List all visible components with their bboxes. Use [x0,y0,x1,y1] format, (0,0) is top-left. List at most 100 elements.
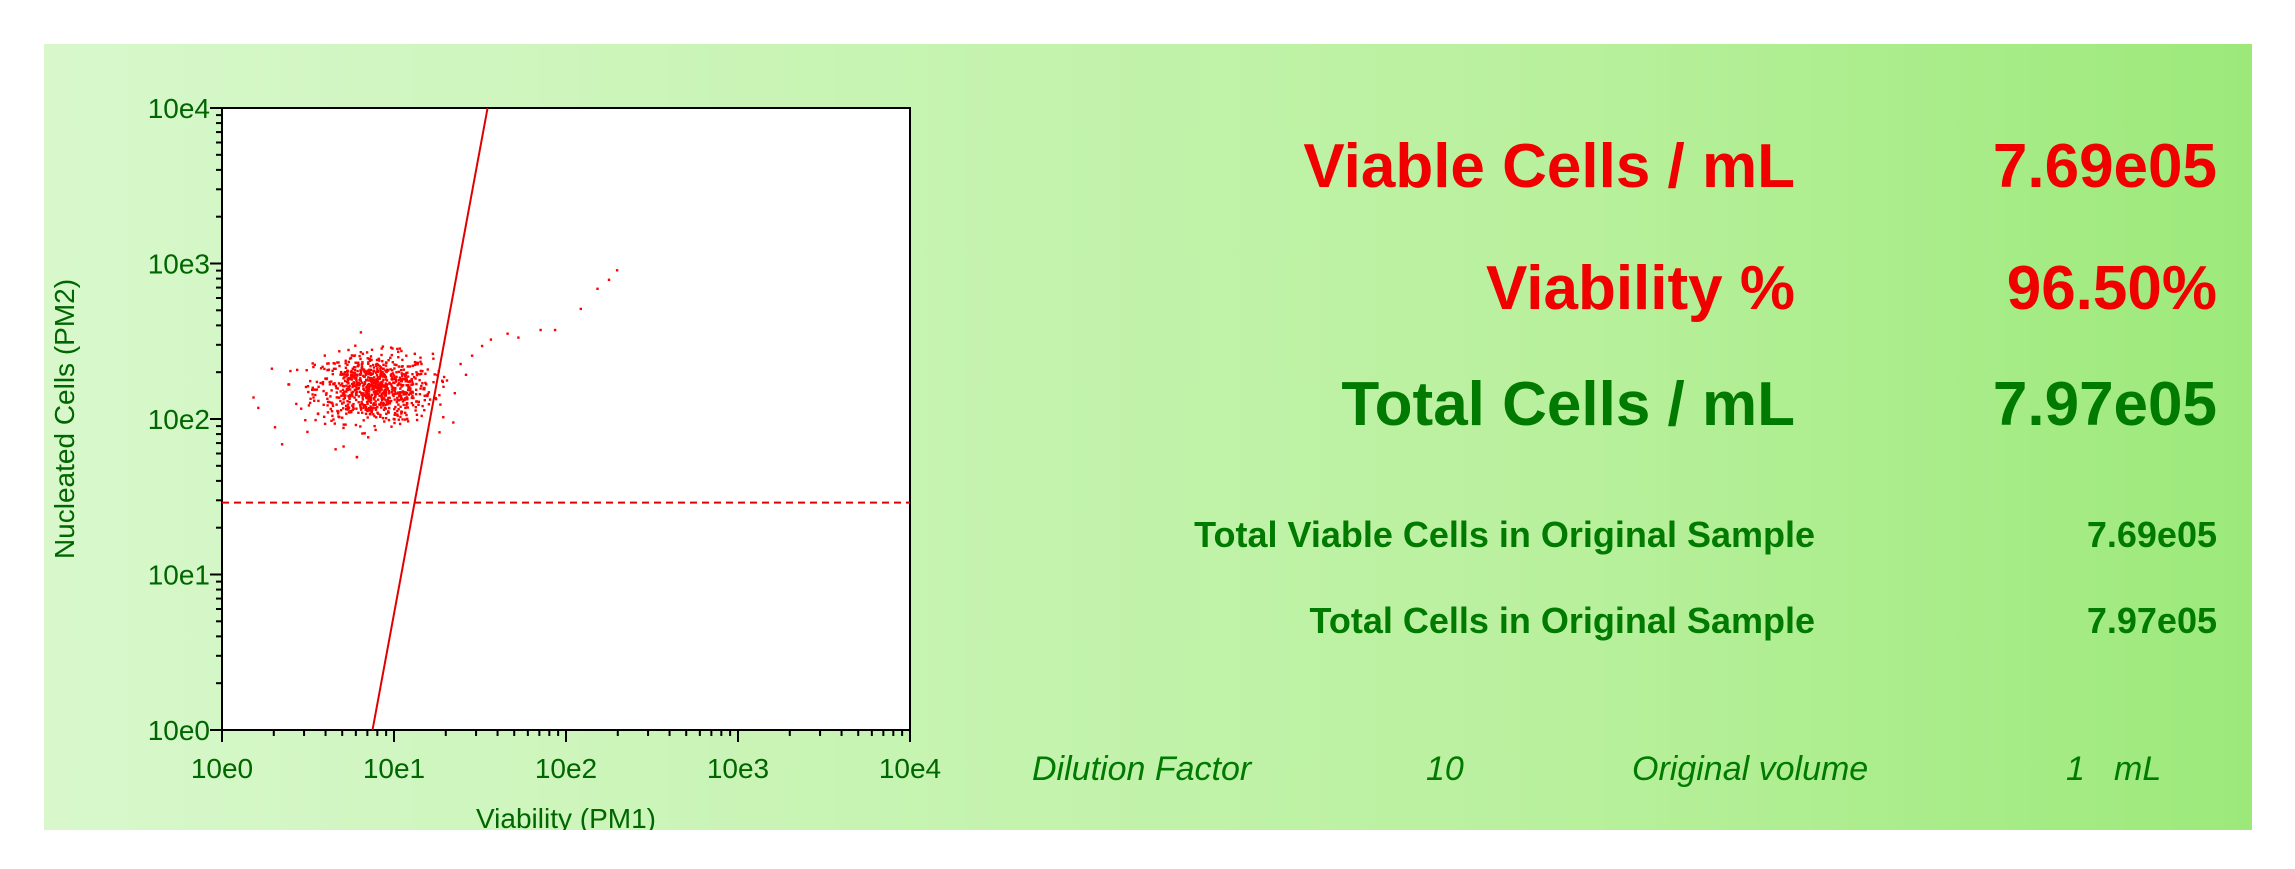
data-point [426,368,429,371]
data-point [411,364,414,367]
data-point [340,394,343,397]
data-point [353,377,356,380]
data-point [539,328,542,332]
data-point [414,406,417,409]
data-point [397,408,400,411]
data-point [464,373,468,376]
data-point [365,408,369,411]
data-point [397,370,401,373]
data-point [381,375,385,378]
data-point [399,383,402,386]
data-point [423,388,426,391]
data-point [363,370,366,373]
data-point [405,413,408,417]
data-point [406,406,409,409]
data-point [406,384,410,387]
data-point [411,404,415,407]
data-point [373,378,376,382]
data-point [295,402,298,406]
data-point [354,344,357,347]
data-point [394,380,398,383]
orig-viable-value: 7.69e05 [2086,514,2217,555]
data-point [411,394,414,397]
data-point [459,362,462,366]
data-point [375,389,378,393]
data-point [377,357,380,360]
data-point [393,363,396,366]
data-point [312,396,315,399]
orig-total-label: Total Cells in Original Sample [1309,600,1815,641]
data-point [380,353,383,357]
data-point [374,400,377,403]
data-point [376,392,379,396]
data-point [353,396,356,399]
data-point [336,361,339,364]
data-point [438,431,441,434]
data-point [401,372,404,376]
data-point [373,414,376,418]
data-point [439,403,442,406]
data-point [362,405,366,408]
data-point [370,348,374,351]
total-cells-value: 7.97e05 [1992,370,2217,439]
data-point [432,357,435,360]
data-point [423,409,426,412]
data-point [403,398,406,401]
data-point [379,413,382,417]
data-point [342,401,345,404]
data-point [344,404,348,407]
data-point [379,401,383,404]
data-point [367,382,371,386]
data-point [329,407,332,411]
data-point [355,392,358,395]
data-point [342,445,345,448]
data-point [359,408,363,411]
data-point [395,400,399,404]
data-point [399,398,402,401]
gate-lines-layer [222,107,910,731]
data-point [386,399,390,402]
data-point [367,390,371,393]
data-point [442,416,445,419]
data-point [400,377,403,380]
data-point [406,388,410,392]
data-point [417,403,420,406]
data-point [347,348,350,352]
data-point [396,409,399,413]
data-point [412,396,415,400]
data-point [358,390,361,393]
data-point [367,397,370,400]
data-point [379,374,382,377]
data-point [343,376,346,379]
data-point [373,402,376,405]
data-point [407,393,410,396]
data-point [347,394,350,398]
data-point [327,362,330,365]
data-point [401,358,404,362]
data-point [349,388,352,391]
data-point [391,347,394,350]
data-point [416,372,419,375]
data-point [366,357,369,360]
data-point [396,398,399,402]
data-point [380,347,383,350]
data-point [312,388,316,391]
data-point [339,373,342,376]
data-point [424,381,427,385]
data-point [394,379,398,382]
data-point [354,423,358,427]
data-point [378,403,381,406]
data-point [336,387,339,390]
data-point [331,414,334,417]
data-point [342,398,345,401]
data-point [362,419,365,422]
data-point [359,391,363,395]
data-point [360,400,363,404]
data-point [379,415,382,418]
data-point [367,386,371,389]
data-point [356,373,359,377]
data-point [371,363,375,367]
data-point [331,372,334,376]
y-tick-label: 10e4 [148,93,210,124]
data-point [351,390,355,394]
